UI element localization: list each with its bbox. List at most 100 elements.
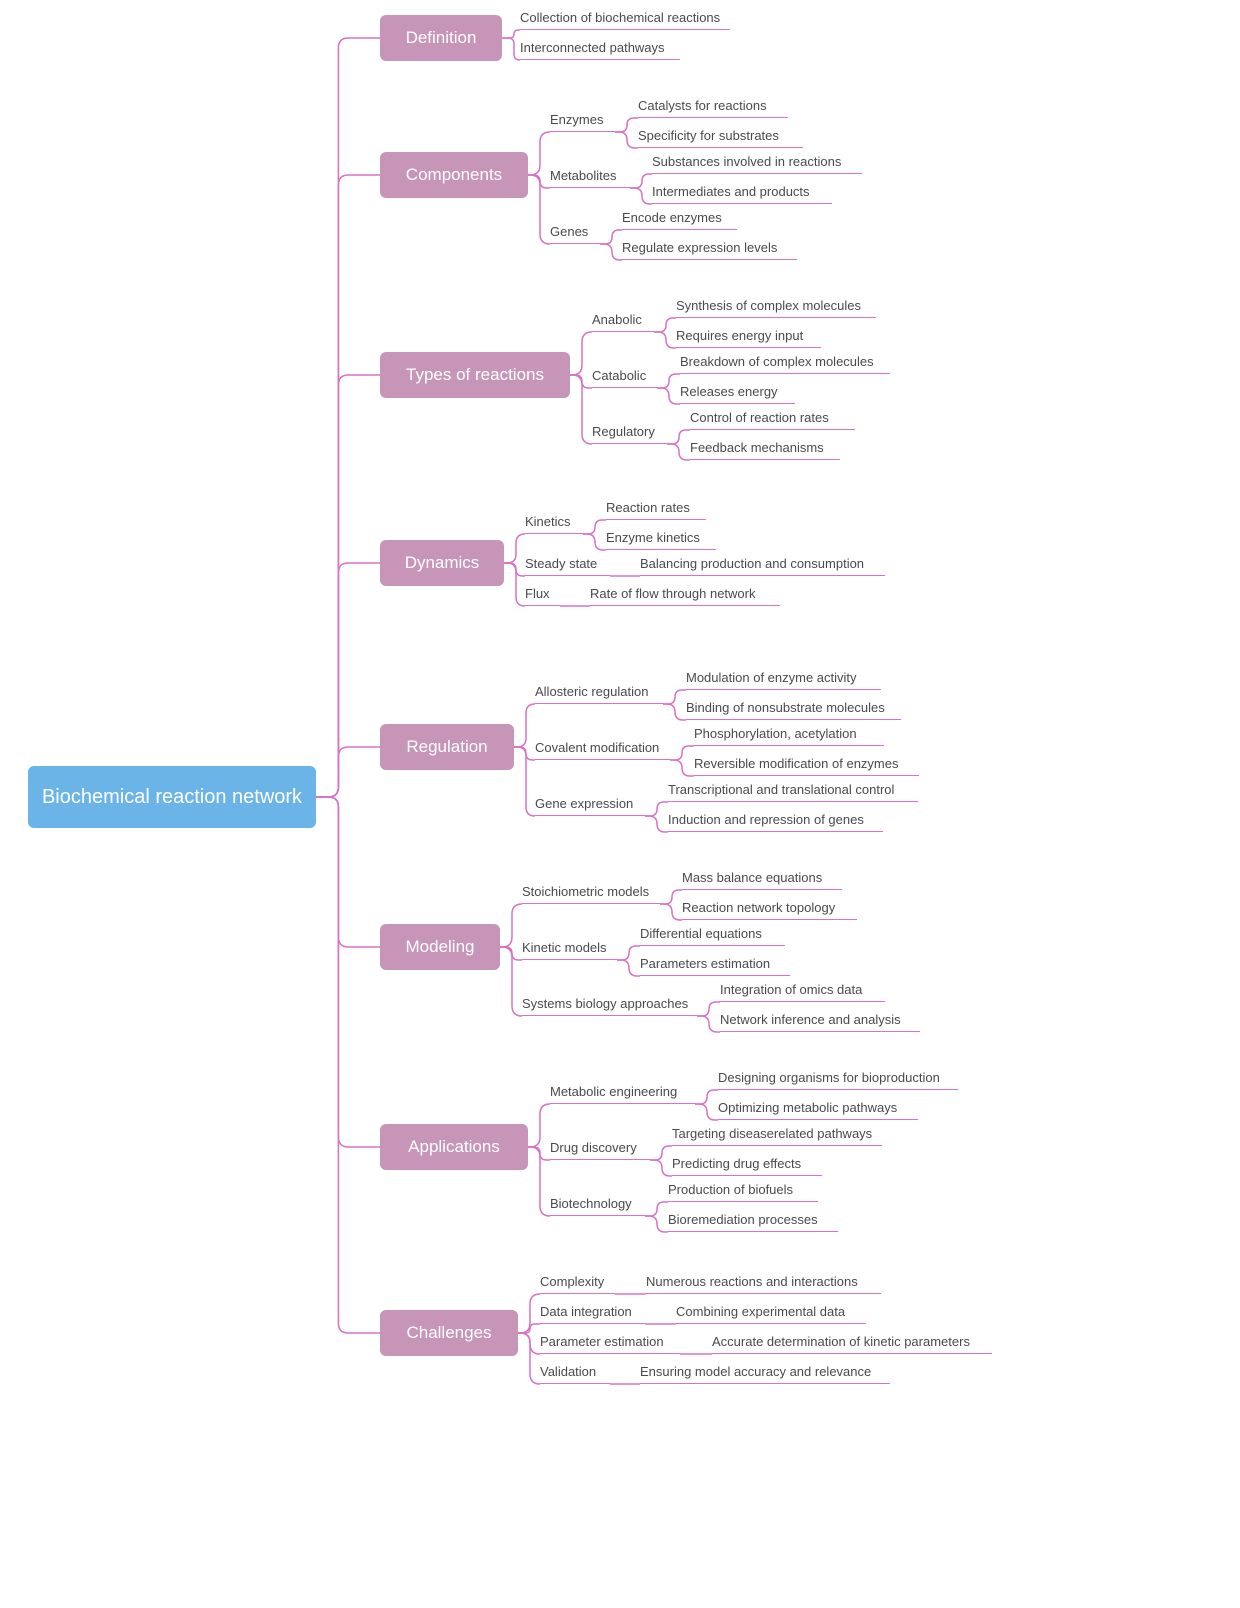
node-cm-2: Intermediates and products xyxy=(652,180,832,204)
node-dyn-ss: Steady state xyxy=(525,552,610,576)
node-ch-param: Parameter estimation xyxy=(540,1330,680,1354)
node-label: Collection of biochemical reactions xyxy=(520,10,720,25)
node-label: Releases energy xyxy=(680,384,778,399)
node-label: Biochemical reaction network xyxy=(42,786,302,809)
node-label: Metabolites xyxy=(550,168,616,183)
node-type-reg: Regulatory xyxy=(592,420,667,444)
node-label: Systems biology approaches xyxy=(522,996,688,1011)
node-cv-1: Ensuring model accuracy and relevance xyxy=(640,1360,890,1384)
node-label: Numerous reactions and interactions xyxy=(646,1274,858,1289)
node-label: Specificity for substrates xyxy=(638,128,779,143)
node-dyn-kin: Kinetics xyxy=(525,510,583,534)
node-ce-2: Specificity for substrates xyxy=(638,124,803,148)
node-label: Control of reaction rates xyxy=(690,410,829,425)
node-mod-kin: Kinetic models xyxy=(522,936,617,960)
node-label: Data integration xyxy=(540,1304,632,1319)
node-app-met: Metabolic engineering xyxy=(550,1080,695,1104)
node-ra-1: Modulation of enzyme activity xyxy=(686,666,881,690)
node-def-1: Collection of biochemical reactions xyxy=(520,6,730,30)
node-label: Complexity xyxy=(540,1274,604,1289)
node-components: Components xyxy=(380,152,528,198)
node-tr-2: Feedback mechanisms xyxy=(690,436,840,460)
node-ra-2: Binding of nonsubstrate molecules xyxy=(686,696,901,720)
node-label: Ensuring model accuracy and relevance xyxy=(640,1364,871,1379)
node-label: Covalent modification xyxy=(535,740,659,755)
mindmap-container: Biochemical reaction networkDefinitionCo… xyxy=(0,0,1240,1608)
node-label: Transcriptional and translational contro… xyxy=(668,782,894,797)
node-label: Gene expression xyxy=(535,796,633,811)
node-label: Parameter estimation xyxy=(540,1334,664,1349)
node-label: Production of biofuels xyxy=(668,1182,793,1197)
node-label: Modeling xyxy=(406,937,475,957)
node-tc-1: Breakdown of complex molecules xyxy=(680,350,890,374)
node-label: Differential equations xyxy=(640,926,762,941)
node-label: Balancing production and consumption xyxy=(640,556,864,571)
node-label: Phosphorylation, acetylation xyxy=(694,726,857,741)
node-label: Stoichiometric models xyxy=(522,884,649,899)
node-dk-1: Reaction rates xyxy=(606,496,706,520)
node-label: Challenges xyxy=(406,1323,491,1343)
node-label: Intermediates and products xyxy=(652,184,810,199)
node-mod-stoi: Stoichiometric models xyxy=(522,880,660,904)
node-ab-1: Production of biofuels xyxy=(668,1178,818,1202)
node-label: Breakdown of complex molecules xyxy=(680,354,874,369)
node-label: Targeting diseaserelated pathways xyxy=(672,1126,872,1141)
node-app-bio: Biotechnology xyxy=(550,1192,645,1216)
node-dynamics: Dynamics xyxy=(380,540,504,586)
node-cm-1: Substances involved in reactions xyxy=(652,150,862,174)
node-my-2: Network inference and analysis xyxy=(720,1008,920,1032)
node-label: Applications xyxy=(408,1137,500,1157)
node-tr-1: Control of reaction rates xyxy=(690,406,855,430)
node-ta-1: Synthesis of complex molecules xyxy=(676,294,876,318)
node-label: Enzyme kinetics xyxy=(606,530,700,545)
node-rc-1: Phosphorylation, acetylation xyxy=(694,722,884,746)
node-label: Optimizing metabolic pathways xyxy=(718,1100,897,1115)
node-label: Metabolic engineering xyxy=(550,1084,677,1099)
node-mk-2: Parameters estimation xyxy=(640,952,790,976)
node-ds-1: Balancing production and consumption xyxy=(640,552,885,576)
node-cd-1: Combining experimental data xyxy=(676,1300,866,1324)
node-root: Biochemical reaction network xyxy=(28,766,316,828)
node-label: Biotechnology xyxy=(550,1196,632,1211)
node-label: Kinetics xyxy=(525,514,571,529)
node-dk-2: Enzyme kinetics xyxy=(606,526,716,550)
node-ad-1: Targeting diseaserelated pathways xyxy=(672,1122,882,1146)
node-label: Modulation of enzyme activity xyxy=(686,670,857,685)
node-modeling: Modeling xyxy=(380,924,500,970)
node-label: Enzymes xyxy=(550,112,603,127)
node-label: Catalysts for reactions xyxy=(638,98,767,113)
node-my-1: Integration of omics data xyxy=(720,978,885,1002)
node-cp-1: Accurate determination of kinetic parame… xyxy=(712,1330,992,1354)
node-dyn-flux: Flux xyxy=(525,582,560,606)
node-label: Kinetic models xyxy=(522,940,607,955)
node-ch-data: Data integration xyxy=(540,1300,645,1324)
node-label: Parameters estimation xyxy=(640,956,770,971)
node-df-1: Rate of flow through network xyxy=(590,582,780,606)
node-mk-1: Differential equations xyxy=(640,922,785,946)
node-label: Feedback mechanisms xyxy=(690,440,824,455)
node-type-anab: Anabolic xyxy=(592,308,654,332)
node-label: Reaction rates xyxy=(606,500,690,515)
node-label: Regulate expression levels xyxy=(622,240,777,255)
node-label: Genes xyxy=(550,224,588,239)
node-applications: Applications xyxy=(380,1124,528,1170)
node-label: Synthesis of complex molecules xyxy=(676,298,861,313)
node-label: Predicting drug effects xyxy=(672,1156,801,1171)
node-comp-metabolites: Metabolites xyxy=(550,164,630,188)
node-ms-1: Mass balance equations xyxy=(682,866,842,890)
node-ch-valid: Validation xyxy=(540,1360,610,1384)
node-ta-2: Requires energy input xyxy=(676,324,821,348)
node-label: Anabolic xyxy=(592,312,642,327)
node-ms-2: Reaction network topology xyxy=(682,896,857,920)
node-label: Induction and repression of genes xyxy=(668,812,864,827)
node-cg-1: Encode enzymes xyxy=(622,206,737,230)
node-types: Types of reactions xyxy=(380,352,570,398)
node-label: Requires energy input xyxy=(676,328,803,343)
node-rg-2: Induction and repression of genes xyxy=(668,808,883,832)
node-label: Integration of omics data xyxy=(720,982,862,997)
node-rc-2: Reversible modification of enzymes xyxy=(694,752,919,776)
node-reg-allo: Allosteric regulation xyxy=(535,680,663,704)
node-label: Regulatory xyxy=(592,424,655,439)
node-label: Validation xyxy=(540,1364,596,1379)
node-cc-1: Numerous reactions and interactions xyxy=(646,1270,881,1294)
